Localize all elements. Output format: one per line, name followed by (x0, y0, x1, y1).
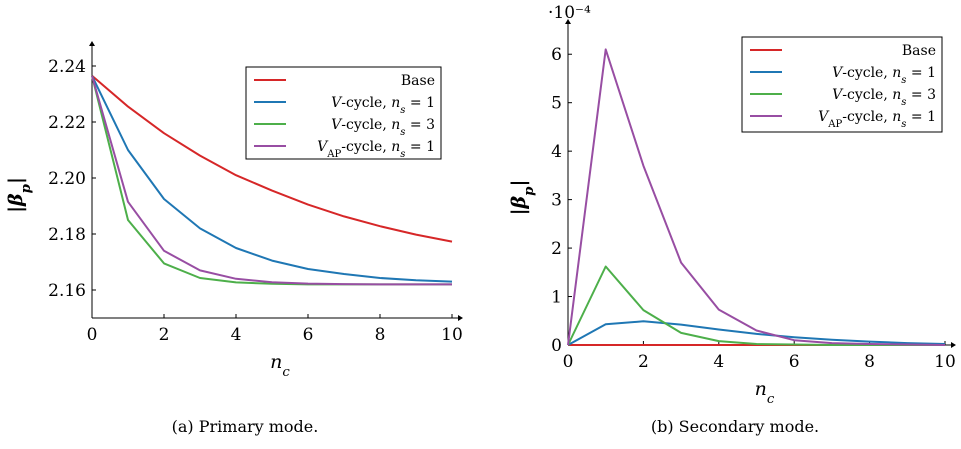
y-tick-label: 1 (551, 288, 562, 308)
x-tick-label: 0 (87, 325, 98, 345)
x-tick-label: 8 (375, 325, 386, 345)
y-tick-label: 2.24 (48, 57, 86, 77)
y-tick-label: 4 (551, 142, 562, 162)
legend: Base V-cycle, ns = 1V-cycle, ns = 3VAP-cy… (741, 36, 943, 133)
y-tick-label: 2.20 (48, 169, 86, 189)
y-axis-label: |βp| (508, 180, 537, 216)
series-line-1 (91, 75, 453, 283)
y-tick-label: 2 (551, 239, 562, 259)
x-tick-label: 4 (713, 352, 724, 372)
x-tick-label: 10 (934, 352, 956, 372)
x-tick-label: 0 (563, 352, 574, 372)
y-axis-label: |βp| (5, 177, 34, 213)
x-axis-label: nc (755, 378, 775, 407)
legend-label-2: V-cycle, ns = 3 (832, 87, 936, 108)
x-tick-label: 4 (231, 325, 242, 345)
secondary-mode-chart: 0 2 4 6 8 10 0 1 2 3 4 5 6 nc |βp| ·10⁻⁴ Base V-cycle, ns… (508, 3, 956, 436)
legend-label-1: V-cycle, ns = 1 (832, 65, 936, 86)
x-axis-label: nc (270, 351, 290, 380)
legend-box (245, 66, 442, 160)
x-axis-arrow (458, 315, 463, 321)
y-axis-arrow (89, 41, 95, 46)
chart-caption: (b) Secondary mode. (651, 417, 819, 436)
y-tick-label: 2.18 (48, 225, 86, 245)
x-axis-arrow (951, 342, 956, 348)
y-tick-label: 2.22 (48, 113, 86, 133)
series-line-1 (567, 320, 946, 346)
y-tick-label: 5 (551, 94, 562, 114)
x-tick-label: 8 (864, 352, 875, 372)
y-axis-multiplier: ·10⁻⁴ (548, 3, 591, 23)
series-line-0 (91, 75, 453, 243)
x-tick-label: 6 (303, 325, 314, 345)
y-tick-label: 0 (551, 336, 562, 356)
legend: Base V-cycle, ns = 1V-cycle, ns = 3VAP-cy… (245, 66, 442, 160)
primary-mode-chart: 0 2 4 6 8 10 2.16 2.18 2.20 2.22 2.24 nc |βp| Base V-c… (5, 41, 463, 436)
y-tick-label: 2.16 (48, 281, 86, 301)
legend-label-0: Base (401, 73, 435, 89)
series-line-3 (91, 75, 452, 286)
legend-label-3: VAP-cycle, ns = 1 (818, 109, 936, 130)
legend-label-3: VAP-cycle, ns = 1 (317, 139, 435, 160)
y-tick-label: 3 (551, 191, 562, 211)
y-tick-label: 6 (551, 45, 562, 65)
y-axis-arrow (565, 19, 571, 24)
x-tick-label: 10 (441, 325, 463, 345)
chart-caption: (a) Primary mode. (172, 417, 319, 436)
x-tick-label: 2 (159, 325, 170, 345)
legend-label-2: V-cycle, ns = 3 (331, 117, 435, 138)
x-tick-label: 6 (789, 352, 800, 372)
x-tick-label: 2 (638, 352, 649, 372)
series-line-3 (567, 48, 946, 346)
legend-label-0: Base (902, 43, 936, 59)
legend-label-1: V-cycle, ns = 1 (331, 95, 435, 116)
